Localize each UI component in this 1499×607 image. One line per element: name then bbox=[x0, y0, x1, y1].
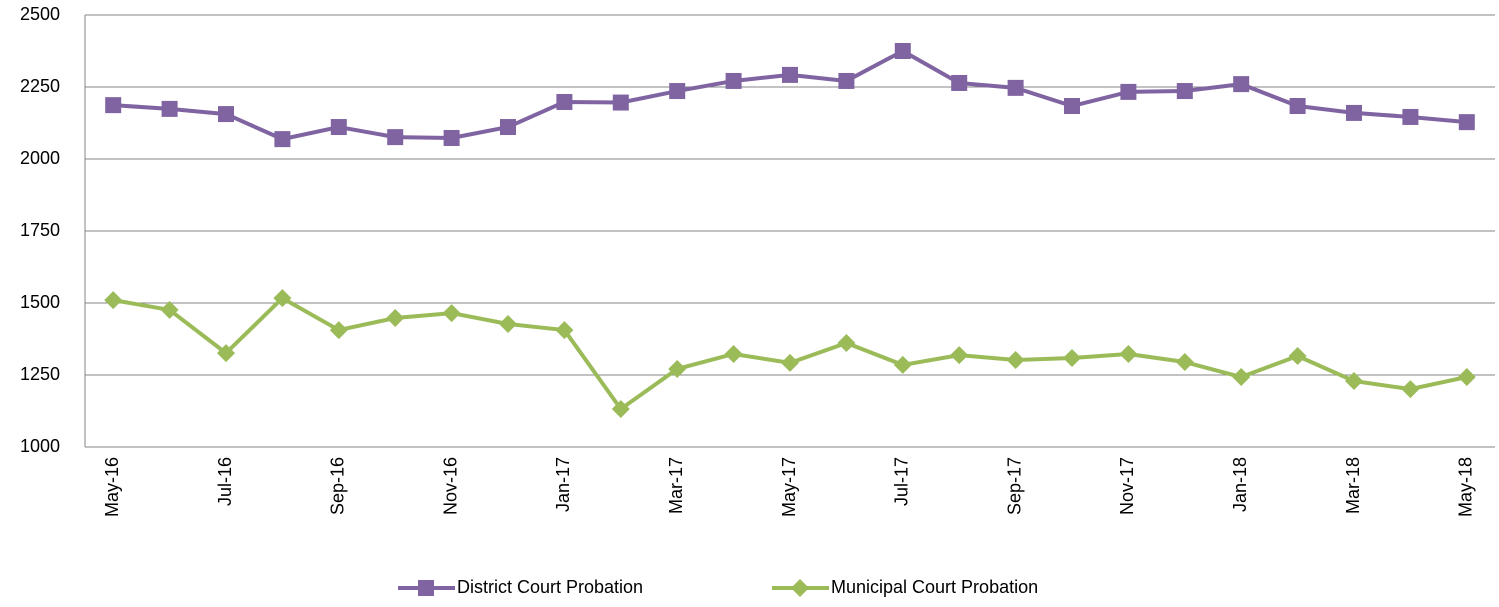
data-point bbox=[1064, 98, 1080, 115]
data-point bbox=[1401, 380, 1420, 399]
x-tick-label: Mar-17 bbox=[666, 457, 686, 514]
data-point bbox=[387, 129, 404, 146]
data-point bbox=[1232, 368, 1251, 387]
series-line bbox=[112, 296, 1468, 411]
data-point bbox=[612, 94, 629, 111]
data-point bbox=[837, 334, 856, 353]
data-point bbox=[274, 131, 291, 148]
data-point bbox=[838, 72, 855, 89]
data-point bbox=[499, 315, 517, 334]
data-point bbox=[1063, 349, 1081, 368]
data-point bbox=[669, 83, 686, 100]
data-point bbox=[1402, 108, 1419, 125]
data-point bbox=[1006, 351, 1025, 370]
data-point bbox=[1007, 79, 1024, 96]
data-point bbox=[556, 93, 573, 110]
data-point bbox=[894, 43, 911, 59]
data-point bbox=[1346, 104, 1362, 121]
data-point bbox=[442, 304, 461, 323]
y-tick-label: 1750 bbox=[20, 220, 60, 240]
data-point bbox=[273, 289, 292, 308]
x-tick-label: May-17 bbox=[779, 457, 799, 517]
data-point bbox=[893, 355, 912, 374]
y-tick-label: 1000 bbox=[20, 436, 60, 456]
data-point bbox=[725, 72, 742, 89]
data-point bbox=[611, 399, 630, 418]
data-point bbox=[1119, 344, 1138, 363]
x-tick-label: Jan-18 bbox=[1230, 457, 1250, 512]
y-tick-label: 2000 bbox=[20, 148, 60, 168]
legend-marker bbox=[418, 580, 434, 596]
data-point bbox=[217, 344, 235, 363]
data-point bbox=[161, 100, 178, 117]
data-point bbox=[443, 129, 460, 146]
data-point bbox=[104, 291, 123, 310]
data-point bbox=[1120, 83, 1137, 100]
legend-marker bbox=[791, 579, 809, 597]
data-point bbox=[386, 308, 405, 327]
data-point bbox=[1458, 114, 1475, 131]
x-tick-label: Jul-16 bbox=[215, 457, 235, 506]
data-point bbox=[1457, 368, 1476, 387]
x-tick-label: Jan-17 bbox=[553, 457, 573, 512]
data-point bbox=[1233, 76, 1250, 93]
data-point bbox=[1175, 353, 1194, 372]
x-tick-label: Sep-16 bbox=[328, 457, 348, 515]
data-point bbox=[951, 74, 968, 91]
y-tick-label: 1500 bbox=[20, 292, 60, 312]
x-tick-label: May-16 bbox=[102, 457, 122, 517]
data-point bbox=[329, 321, 348, 340]
data-point bbox=[1176, 83, 1193, 100]
x-tick-label: May-18 bbox=[1456, 457, 1476, 517]
x-tick-label: Nov-16 bbox=[440, 457, 460, 515]
x-tick-label: Nov-17 bbox=[1117, 457, 1137, 515]
x-tick-label: Sep-17 bbox=[1004, 457, 1024, 515]
data-point bbox=[1345, 372, 1363, 391]
data-point bbox=[1289, 98, 1306, 115]
data-point bbox=[555, 321, 574, 340]
data-point bbox=[1288, 346, 1307, 365]
y-tick-label: 2500 bbox=[20, 4, 60, 24]
data-point bbox=[500, 119, 516, 136]
data-point bbox=[950, 346, 969, 365]
data-point bbox=[160, 300, 179, 319]
data-point bbox=[668, 359, 687, 378]
data-point bbox=[105, 97, 122, 114]
y-tick-label: 1250 bbox=[20, 364, 60, 384]
data-point bbox=[781, 353, 799, 372]
legend-label: Municipal Court Probation bbox=[831, 577, 1038, 597]
data-point bbox=[782, 66, 798, 83]
data-point bbox=[724, 344, 743, 363]
y-tick-label: 2250 bbox=[20, 76, 60, 96]
data-point bbox=[218, 106, 234, 123]
legend-label: District Court Probation bbox=[457, 577, 643, 597]
data-point bbox=[330, 119, 347, 136]
x-tick-label: Jul-17 bbox=[892, 457, 912, 506]
series-line bbox=[113, 49, 1467, 142]
x-tick-label: Mar-18 bbox=[1343, 457, 1363, 514]
